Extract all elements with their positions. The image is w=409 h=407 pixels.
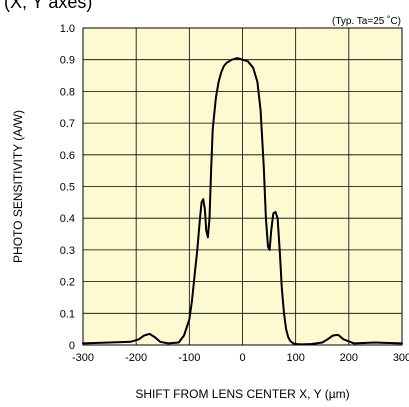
y-tick-label: 0.9 — [60, 55, 75, 67]
y-tick-label: 0.8 — [60, 86, 75, 98]
y-tick-label: 0 — [69, 340, 75, 352]
x-tick-label: 200 — [340, 352, 358, 364]
y-tick-label: 0.1 — [60, 308, 75, 320]
x-tick-label: 300 — [393, 352, 409, 364]
y-tick-label: 1.0 — [60, 23, 75, 35]
x-tick-label: -300 — [72, 352, 94, 364]
x-tick-label: -100 — [178, 352, 200, 364]
y-tick-label: 0.4 — [60, 213, 75, 225]
y-tick-label: 0.6 — [60, 150, 75, 162]
y-tick-labels: 0 0.1 0.2 0.3 0.4 0.5 0.6 0.7 0.8 0.9 1.0 — [60, 23, 75, 352]
plot-frame — [82, 27, 403, 346]
x-tick-label: -200 — [125, 352, 147, 364]
series-lines — [82, 57, 403, 346]
y-tick-label: 0.3 — [60, 245, 75, 257]
series-line — [82, 57, 403, 346]
y-tick-label: 0.2 — [60, 277, 75, 289]
y-tick-label: 0.5 — [60, 182, 75, 194]
x-tick-label: 0 — [239, 352, 245, 364]
y-axis-title: PHOTO SENSITIVITY (A/W) — [11, 110, 25, 263]
x-axis-title: SHIFT FROM LENS CENTER X, Y (µm) — [135, 387, 349, 401]
header-partial-title: (X, Y axes) — [4, 0, 92, 12]
y-tick-label: 0.7 — [60, 118, 75, 130]
condition-note: (Typ. Ta=25 ˚C) — [332, 15, 401, 27]
x-tick-labels: -300 -200 -100 0 100 200 300 — [72, 352, 409, 364]
x-tick-label: 100 — [286, 352, 304, 364]
